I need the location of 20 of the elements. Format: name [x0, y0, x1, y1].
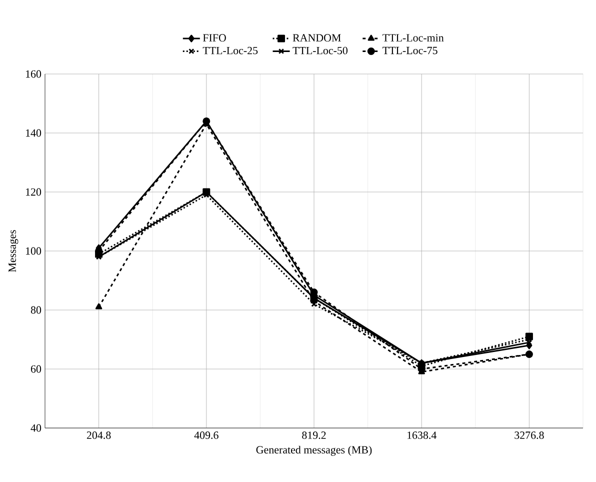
y-tick-label: 40 — [30, 424, 42, 432]
x-tick-label: 819.2 — [302, 432, 326, 439]
x-tick-label: 409.6 — [194, 432, 218, 439]
x-tick-label: 3276.8 — [514, 432, 544, 439]
legend-label: TTL-Loc-75 — [382, 46, 438, 54]
legend-label: TTL-Loc-50 — [292, 46, 348, 54]
x-axis-title: Generated messages (MB) — [256, 446, 372, 456]
y-tick-label: 120 — [26, 188, 42, 196]
x-tick-label: 1638.4 — [408, 432, 437, 439]
y-tick-label: 80 — [30, 306, 42, 314]
x-tick-label: 204.8 — [86, 432, 111, 439]
legend-label: TTL-Loc-25 — [202, 46, 258, 54]
legend-label: FIFO — [202, 34, 226, 42]
y-tick-label: 60 — [30, 365, 42, 373]
y-axis-title: Messages — [8, 230, 18, 272]
y-tick-label: 160 — [26, 70, 42, 78]
legend-label: RANDOM — [292, 34, 341, 42]
y-tick-label: 140 — [26, 129, 42, 137]
y-tick-label: 100 — [26, 247, 42, 255]
legend-label: TTL-Loc-min — [382, 34, 444, 42]
